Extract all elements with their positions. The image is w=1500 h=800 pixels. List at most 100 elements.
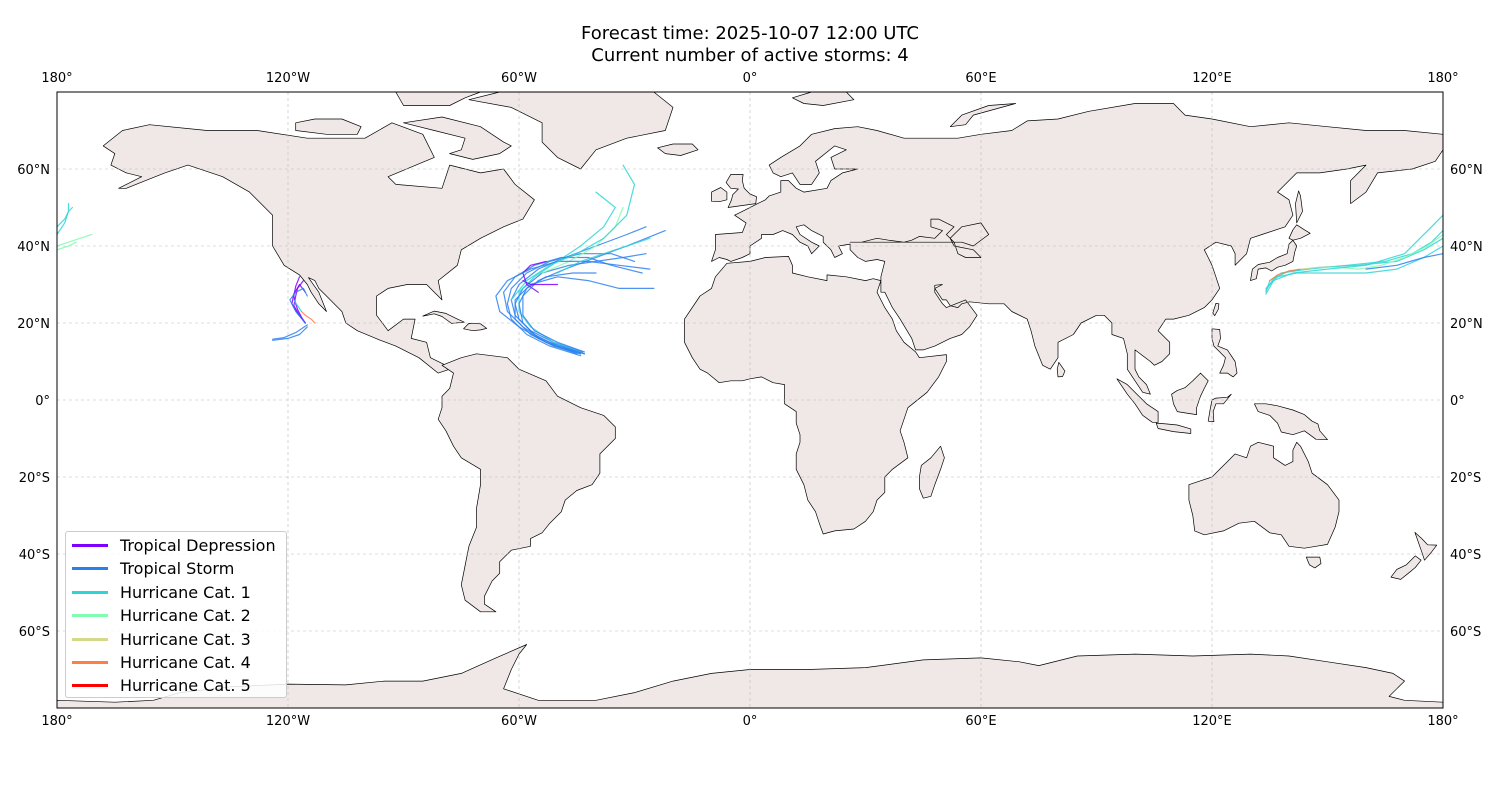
legend-swatch [72,567,108,571]
land-japan [1250,239,1298,281]
tick-label: 60°S [19,625,50,640]
tick-label: 180° [1427,71,1458,86]
tick-label: 0° [35,394,50,409]
land-tasmania [1305,556,1322,569]
land-uk [725,174,757,208]
legend-item: Hurricane Cat. 5 [72,674,251,697]
tick-label: 180° [1427,714,1458,729]
forecast-time-title: Forecast time: 2025-10-07 12:00 UTC [581,23,919,44]
legend-label: Hurricane Cat. 5 [120,676,251,696]
storm-track [522,280,559,286]
tick-label: 120°E [1192,714,1232,729]
storm-track [1299,266,1336,270]
legend-item: Hurricane Cat. 2 [72,604,251,627]
tick-label: 180° [41,714,72,729]
land-ireland [711,187,728,203]
tick-label: 60°N [1450,163,1483,178]
land-taiwan [1212,303,1220,317]
legend-swatch [72,614,108,618]
storm-track [56,203,70,236]
tick-label: 0° [743,714,758,729]
tick-label: 180° [41,71,72,86]
legend-item: Tropical Depression [72,534,276,557]
storm-track [56,233,93,247]
storm-group [272,276,316,341]
storm-track [293,299,303,313]
axis-ticks: 180° 180° 120°W 120°W 60°W 60°W 0° 0° 60°E 60°E 12… [17,71,1483,729]
storm-track [272,324,308,340]
land-north-america [102,122,535,374]
active-storms-title: Current number of active storms: 4 [591,45,909,66]
tick-label: 40°N [1450,240,1483,255]
land-sumatra [1116,378,1159,423]
tick-label: 60°W [501,71,537,86]
land-borneo [1171,372,1209,415]
legend-swatch [72,590,108,594]
legend-item: Hurricane Cat. 4 [72,651,251,674]
storm-track [1334,233,1444,270]
storm-track [1265,214,1444,295]
land-nz-south [1390,555,1422,580]
land-madagascar [919,445,945,499]
tick-label: 20°S [19,471,50,486]
land-nz-north [1414,532,1438,561]
tick-label: 0° [743,71,758,86]
legend-swatch [72,637,108,641]
land-novaya-zemlya [949,103,1016,128]
tick-label: 120°W [266,71,310,86]
storm-track [541,206,624,274]
tick-label: 60°E [965,71,996,86]
tick-label: 20°S [1450,471,1481,486]
tick-label: 60°S [1450,625,1481,640]
storm-track [1365,253,1444,270]
legend-swatch [72,544,108,547]
tick-label: 120°W [266,714,310,729]
storm-track [272,326,308,341]
storm-track [1265,245,1444,289]
tick-label: 60°E [965,714,996,729]
tick-label: 20°N [1450,317,1483,332]
land-hokkaido [1288,224,1311,241]
storm-tracks [56,164,1444,357]
land-cuba [422,310,465,324]
legend-label: Hurricane Cat. 3 [120,629,251,649]
storm-track [300,310,316,324]
storm-track [289,287,308,324]
legend-swatch [72,661,108,664]
storm-track [506,253,636,357]
legend-label: Hurricane Cat. 4 [120,653,251,672]
land-sakhalin [1295,190,1303,224]
land-iceland [657,143,699,156]
storm-track [56,241,77,251]
legend: Tropical Depression Tropical Storm Hurrica… [65,531,287,698]
storm-group [1265,214,1444,295]
tick-label: 40°S [19,548,50,563]
land-australia [1188,441,1340,549]
storm-track [1269,268,1302,282]
gridlines [57,92,1443,708]
land-new-guinea [1254,403,1328,441]
storm-group [56,203,93,251]
legend-item: Hurricane Cat. 3 [72,628,251,651]
tick-label: 0° [1450,394,1465,409]
storm-track [514,276,655,355]
legend-swatch [72,684,108,688]
land-eurasia [711,103,1444,395]
land-anatolia-caucasus [849,218,990,258]
land-sri-lanka [1056,361,1066,378]
tick-label: 120°E [1192,71,1232,86]
land-south-america [437,353,616,613]
tick-label: 60°W [501,714,537,729]
tick-label: 20°N [17,317,50,332]
land-java [1155,422,1192,434]
storm-track [510,226,647,353]
land-victoria-island [295,118,362,135]
legend-item: Tropical Storm [72,557,234,580]
storm-group [495,164,666,357]
land-africa [684,256,947,535]
legend-label: Tropical Storm [120,559,235,579]
land-hispaniola [463,323,488,332]
legend-item: Hurricane Cat. 1 [72,581,251,604]
storm-track [510,164,636,301]
